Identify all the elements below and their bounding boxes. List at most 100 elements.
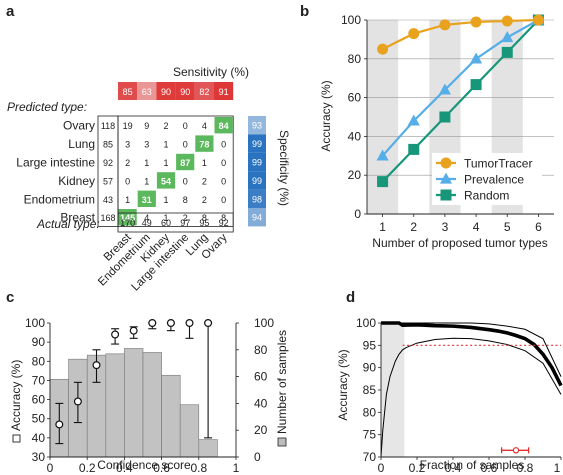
- specificity-value: 98: [252, 194, 262, 204]
- sensitivity-cell: [137, 82, 157, 100]
- b-xlabel: Number of proposed tumor types: [372, 236, 547, 250]
- matrix-value: 87: [180, 158, 190, 168]
- x-tick-label: 1: [379, 220, 386, 234]
- matrix-value: 1: [163, 213, 168, 223]
- marker-point: [512, 447, 520, 454]
- y2-tick-label: 40: [254, 396, 268, 410]
- y-tick-label: 30: [32, 450, 46, 464]
- y-tick-label: 90: [363, 361, 377, 375]
- b-ylabel: Accuracy (%): [319, 80, 333, 151]
- histogram-bar: [124, 348, 144, 458]
- histogram-bar: [198, 439, 218, 458]
- x-tick-label: 0.6: [481, 461, 498, 475]
- data-point: [470, 16, 482, 28]
- x-tick-label: 0.8: [517, 461, 534, 475]
- specificity-title: Specificity (%): [277, 130, 291, 206]
- x-tick-label: 1: [554, 461, 561, 475]
- row-type-label: Endometrium: [24, 192, 95, 206]
- panel-d-label: d: [346, 289, 355, 306]
- y2-tick-label: 20: [254, 423, 268, 437]
- specificity-value: 99: [252, 158, 262, 168]
- sensitivity-value: 85: [123, 87, 133, 97]
- matrix-value: 9: [144, 121, 149, 131]
- panel-d: d 70 75 80 85 90 95 100 0 0.2 0.4 0.6 0.8 1 Accuracy…: [336, 289, 563, 475]
- row-total: 57: [103, 176, 113, 186]
- x-tick-label: 6: [535, 220, 542, 234]
- matrix-value: 2: [202, 176, 207, 186]
- accuracy-point: [166, 319, 175, 328]
- matrix-value: 8: [183, 195, 188, 205]
- matrix-value: 8: [221, 213, 226, 223]
- y-tick-label: 75: [363, 428, 377, 442]
- y-tick-label: 90: [32, 335, 46, 349]
- y-tick-label: 100: [341, 13, 361, 27]
- matrix-value: 0: [125, 176, 130, 186]
- accuracy-point: [92, 361, 101, 370]
- y-tick-label: 80: [32, 354, 46, 368]
- series-line: [381, 19, 539, 157]
- matrix-box: [117, 115, 234, 227]
- x-tick-label: 0: [378, 461, 385, 475]
- actual-total: 97: [180, 218, 190, 228]
- x-tick-label: 0.2: [409, 461, 426, 475]
- sensitivity-cell: [194, 82, 214, 100]
- y-tick-label: 70: [32, 373, 46, 387]
- sensitivity-value: 82: [199, 87, 209, 97]
- y-tick-label: 20: [348, 168, 362, 182]
- x-tick-label: 2: [410, 220, 417, 234]
- x-tick-label: 0.6: [153, 461, 170, 475]
- matrix-value: 84: [219, 121, 229, 131]
- diagonal-cell: [176, 153, 195, 171]
- specificity-cell: [248, 171, 266, 190]
- row-type-label: Lung: [68, 137, 95, 151]
- sensitivity-value: 90: [161, 87, 171, 97]
- y-tick-label: 40: [348, 129, 362, 143]
- data-point: [440, 157, 452, 169]
- specificity-cell: [248, 152, 266, 172]
- d-xlabel: Fraction of samples: [420, 458, 525, 472]
- data-point: [377, 176, 389, 188]
- data-point: [376, 149, 389, 161]
- matrix-value: 31: [142, 195, 152, 205]
- c-ylabel: Accuracy (%): [9, 360, 23, 431]
- accuracy-point: [204, 319, 213, 328]
- data-point: [408, 143, 420, 155]
- specificity-cell: [248, 208, 266, 227]
- panel-a: a Sensitivity (%) 85 63 90 90 82 91 Predicted…: [6, 3, 291, 293]
- matrix-value: 3: [144, 140, 149, 150]
- data-point: [439, 19, 451, 31]
- actual-totals-box: [117, 212, 234, 233]
- accuracy-legend-icon: [12, 434, 21, 443]
- upper-bound-curve: [381, 322, 562, 377]
- sensitivity-value: 90: [180, 87, 190, 97]
- matrix-value: 1: [125, 195, 130, 205]
- matrix-value: 0: [221, 195, 226, 205]
- matrix-value: 0: [221, 176, 226, 186]
- panel-c: c 30 40 50 60 70 80 90 100 0 20 40 60 80 100 0 0.2 0.4 0.…: [6, 289, 289, 475]
- histogram-bar: [161, 374, 181, 458]
- accuracy-point: [55, 420, 64, 429]
- y-tick-label: 95: [363, 338, 377, 352]
- data-point: [439, 111, 451, 123]
- specificity-value: 99: [252, 139, 262, 149]
- matrix-value: 1: [202, 158, 207, 168]
- sensitivity-title: Sensitivity (%): [173, 65, 249, 79]
- y-tick-label: 50: [32, 412, 46, 426]
- y-tick-label: 80: [348, 52, 362, 66]
- sensitivity-row: 85 63 90 90 82 91: [118, 82, 234, 100]
- panel-b-label: b: [300, 3, 309, 20]
- shaded-region: [381, 323, 405, 457]
- row-type-label: Ovary: [63, 119, 95, 133]
- specificity-cell: [248, 116, 266, 135]
- y-tick-label: 60: [32, 393, 46, 407]
- c-xlabel: Confidence score: [97, 458, 191, 472]
- actual-total: 170: [120, 218, 135, 228]
- matrix-value: 1: [163, 158, 168, 168]
- matrix-value: 0: [183, 176, 188, 186]
- legend-label: Prevalence: [464, 173, 524, 187]
- specificity-value: 93: [252, 121, 262, 131]
- y2-tick-label: 0: [254, 450, 261, 464]
- panel-a-label: a: [6, 3, 15, 20]
